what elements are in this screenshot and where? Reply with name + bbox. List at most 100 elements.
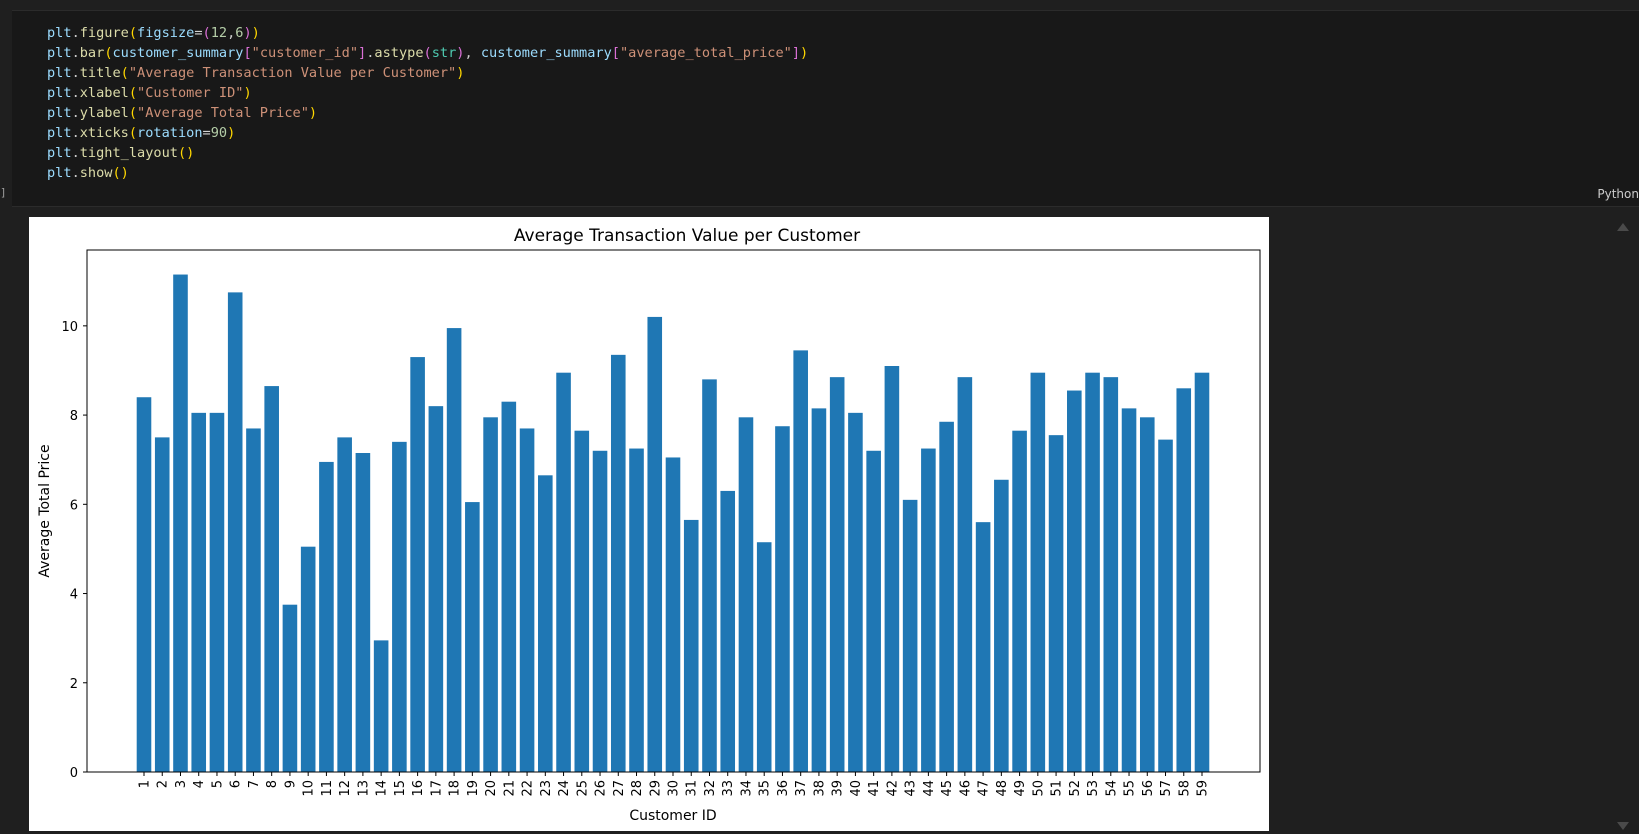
code-cell[interactable]: plt.figure(figsize=(12,6)) plt.bar(custom… (12, 10, 1639, 207)
plot-area-frame (86, 249, 1261, 773)
code-token: plt (47, 105, 72, 121)
x-tick-label: 55 (1123, 780, 1138, 797)
bar-customer-22 (519, 428, 535, 772)
bar-customer-51 (1048, 435, 1064, 772)
x-tick-label: 8 (265, 780, 280, 788)
code-line[interactable]: plt.ylabel("Average Total Price") (47, 103, 808, 123)
bar-customer-18 (446, 328, 462, 772)
code-token: "Average Total Price" (137, 105, 309, 121)
bar-customer-34 (738, 417, 754, 772)
code-token: plt (47, 85, 72, 101)
x-tick-label: 56 (1141, 780, 1156, 797)
code-token: = (202, 125, 211, 141)
bar-customer-33 (720, 490, 736, 772)
x-tick-label: 53 (1086, 780, 1101, 797)
code-line[interactable]: plt.xticks(rotation=90) (47, 123, 808, 143)
code-token: "customer_id" (251, 45, 359, 61)
code-token: plt (47, 125, 72, 141)
x-tick-label: 28 (630, 780, 645, 797)
y-tick-label: 6 (70, 498, 78, 513)
code-token: ) (243, 25, 252, 41)
x-tick-label: 42 (885, 780, 900, 797)
bar-chart: Average Transaction Value per Customer 0… (37, 226, 1261, 824)
code-token: () (112, 165, 129, 181)
bar-customer-52 (1067, 390, 1082, 772)
code-token: ( (202, 25, 211, 41)
code-line[interactable]: plt.xlabel("Customer ID") (47, 83, 808, 103)
bar-customer-26 (592, 450, 608, 772)
x-tick-label: 4 (192, 780, 207, 788)
bar-customer-10 (300, 546, 316, 772)
code-token: ] (358, 45, 367, 61)
code-token: () (177, 145, 195, 161)
bar-customer-37 (793, 350, 808, 772)
code-token: customer_summary (480, 45, 612, 61)
x-tick-label: 10 (302, 780, 317, 797)
code-token: [ (611, 45, 620, 61)
bar-customer-27 (610, 354, 626, 772)
code-token: xlabel (79, 85, 129, 101)
cell-language-label[interactable]: Python (1597, 187, 1639, 201)
y-tick-label: 2 (70, 677, 78, 692)
x-tick-label: 3 (174, 780, 189, 788)
x-tick-label: 12 (338, 780, 353, 797)
code-token: [ (243, 45, 252, 61)
bar-customer-31 (683, 519, 699, 772)
bar-customer-44 (921, 448, 936, 772)
code-token: figure (79, 25, 129, 41)
code-token: ) (251, 25, 260, 41)
code-token: plt (47, 165, 72, 181)
bar-customer-15 (392, 441, 407, 772)
code-line[interactable]: plt.show() (47, 163, 808, 183)
bar-customer-14 (373, 640, 389, 772)
bar-customer-39 (829, 377, 845, 772)
bar-customer-41 (866, 450, 881, 772)
bar-customer-30 (665, 457, 681, 772)
scroll-down-arrow-icon[interactable] (1617, 822, 1629, 830)
x-tick-label: 30 (667, 780, 682, 797)
code-token: "Customer ID" (137, 85, 244, 101)
code-token: ) (456, 65, 465, 81)
code-token: figsize (137, 25, 195, 41)
bar-customer-19 (465, 502, 480, 772)
x-tick-label: 49 (1013, 780, 1028, 797)
code-token: . (71, 145, 80, 161)
code-token: xticks (79, 125, 129, 141)
code-token: 6 (235, 25, 244, 41)
bar-customer-6 (227, 292, 243, 772)
bar-customer-45 (939, 421, 954, 772)
x-tick-label: 29 (648, 780, 663, 797)
bar-customer-21 (501, 401, 517, 772)
code-token: str (431, 45, 457, 61)
code-token: ) (308, 105, 318, 121)
code-editor[interactable]: plt.figure(figsize=(12,6)) plt.bar(custom… (47, 23, 808, 183)
code-line[interactable]: plt.figure(figsize=(12,6)) (47, 23, 808, 43)
bar-customer-20 (483, 417, 498, 772)
x-tick-label: 16 (411, 780, 426, 797)
code-token: customer_summary (112, 45, 244, 61)
code-line[interactable]: plt.tight_layout() (47, 143, 808, 163)
code-token: , (464, 45, 481, 61)
x-tick-label: 58 (1177, 780, 1192, 797)
x-tick-label: 41 (867, 780, 882, 797)
cell-output-figure: Average Transaction Value per Customer 0… (29, 217, 1269, 831)
code-token: ) (227, 125, 236, 141)
x-tick-label: 25 (575, 780, 590, 797)
bar-customer-23 (538, 475, 553, 772)
bar-customer-57 (1158, 439, 1173, 772)
bars-group (136, 274, 1210, 772)
x-tick-label: 51 (1050, 780, 1065, 797)
code-line[interactable]: plt.title("Average Transaction Value per… (47, 63, 808, 83)
scroll-up-arrow-icon[interactable] (1617, 223, 1629, 231)
bar-customer-29 (647, 316, 663, 772)
code-token: "average_total_price" (619, 45, 792, 61)
bar-customer-2 (154, 437, 170, 772)
x-tick-label: 21 (502, 780, 517, 797)
code-line[interactable]: plt.bar(customer_summary["customer_id"].… (47, 43, 808, 63)
code-token: = (194, 25, 203, 41)
code-token: . (71, 25, 80, 41)
bar-customer-12 (337, 437, 352, 772)
code-token: . (71, 65, 80, 81)
bar-customer-38 (811, 408, 827, 772)
x-axis-ticks: 1 2 3 4 5 6 7 8 9 10 11 12 13 14 15 16 17 18 19 20 21 22 23 24 2… (138, 772, 1211, 797)
